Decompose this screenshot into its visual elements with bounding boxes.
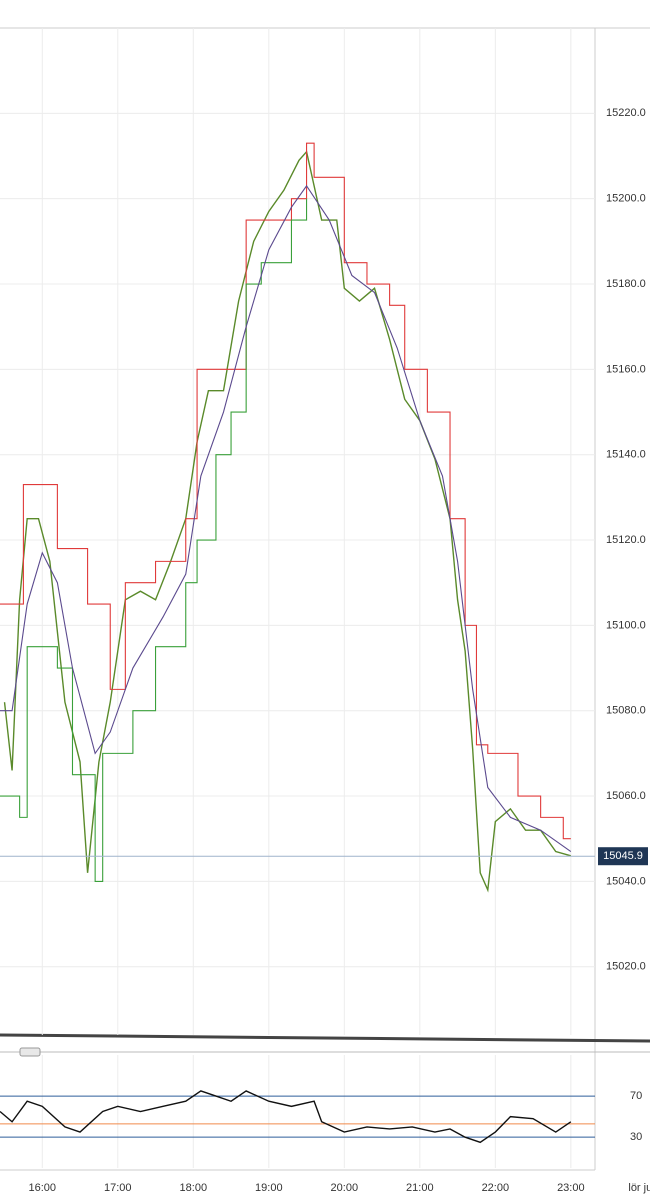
scroll-handle[interactable] — [19, 1047, 41, 1057]
last-price-box — [598, 847, 648, 866]
y-tick-label: 15020.0 — [606, 961, 646, 973]
y-tick-label: 15040.0 — [606, 875, 646, 887]
x-tick-label: 19:00 — [255, 1182, 283, 1194]
y-tick-label: 15200.0 — [606, 193, 646, 205]
x-tick-label: 21:00 — [406, 1182, 434, 1194]
x-tick-label: 17:00 — [104, 1182, 132, 1194]
series-line — [0, 1090, 572, 1144]
y-tick-label: 15180.0 — [606, 278, 646, 290]
series-line — [3, 150, 572, 893]
last-price-label: 15045.9 — [603, 850, 643, 862]
y-tick-label: 15060.0 — [606, 790, 646, 802]
x-tick-label: 18:00 — [180, 1182, 208, 1194]
x-tick-label: 22:00 — [482, 1182, 510, 1194]
y-tick-label: 70 — [630, 1090, 642, 1102]
series-line — [0, 142, 571, 840]
y-tick-label: 15100.0 — [606, 619, 646, 631]
y-tick-label: 15160.0 — [606, 363, 646, 375]
x-tick-label: lör ju — [628, 1182, 650, 1194]
y-tick-label: 15140.0 — [606, 449, 646, 461]
panel-separator — [0, 1033, 650, 1043]
x-tick-label: 20:00 — [331, 1182, 359, 1194]
y-tick-label: 15120.0 — [606, 534, 646, 546]
y-tick-label: 30 — [630, 1131, 642, 1143]
series-line — [0, 198, 308, 882]
series-line — [0, 184, 572, 852]
x-tick-label: 16:00 — [29, 1182, 57, 1194]
y-tick-label: 15080.0 — [606, 705, 646, 717]
y-tick-label: 15220.0 — [606, 107, 646, 119]
x-tick-label: 23:00 — [557, 1182, 585, 1194]
